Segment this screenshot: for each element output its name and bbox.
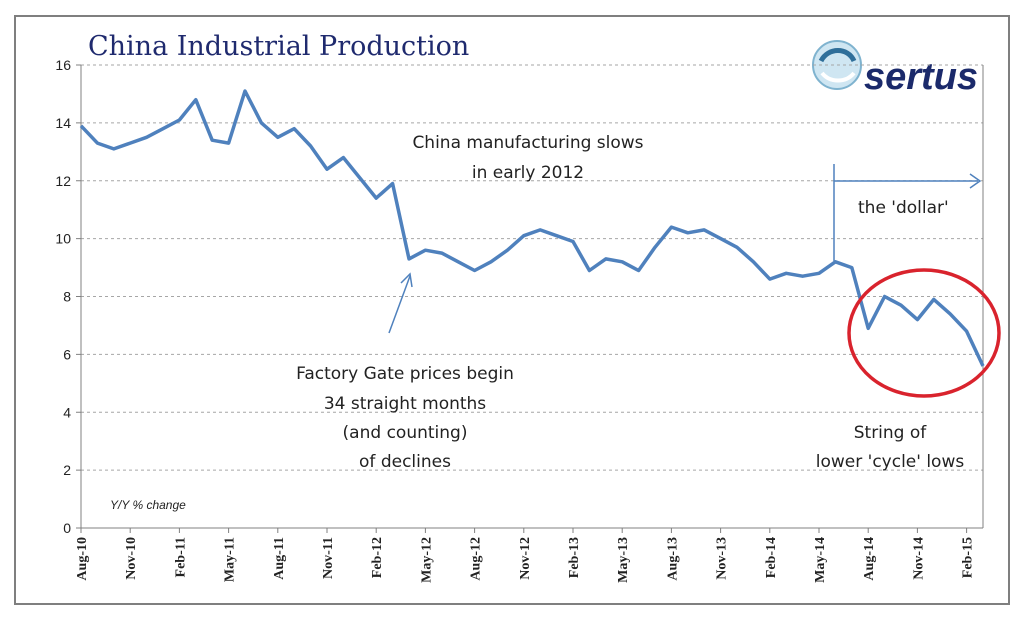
y-tick-label: 10 <box>55 231 71 247</box>
x-tick-label: Aug-12 <box>469 537 484 581</box>
x-tick-label: May-11 <box>223 537 238 582</box>
y-axis-ticks: 0 2 4 6 8 10 12 14 16 <box>55 57 81 536</box>
annotation-line: in early 2012 <box>472 163 584 183</box>
series-line <box>79 89 985 367</box>
y-tick-label: 0 <box>63 520 71 536</box>
gridlines <box>81 64 983 471</box>
swoosh-icon <box>818 48 857 63</box>
x-tick-label: Nov-13 <box>715 537 730 580</box>
x-tick-label: Nov-11 <box>321 537 336 579</box>
arrowhead-icon <box>969 173 982 189</box>
x-tick-label: Aug-11 <box>272 537 287 580</box>
x-tick-label: Nov-12 <box>518 537 533 580</box>
annotation-line: China manufacturing slows <box>412 133 643 153</box>
y-unit-label: Y/Y % change <box>110 498 186 512</box>
annotation-line: String of <box>854 423 928 443</box>
x-tick-label: Feb-11 <box>173 537 188 577</box>
x-tick-label: Aug-13 <box>665 537 680 581</box>
annotation-line: of declines <box>359 452 451 472</box>
annotation-line: lower 'cycle' lows <box>816 452 965 472</box>
line-chart: China Industrial Production sertus 0 2 4 6 8… <box>55 31 1001 583</box>
x-tick-label: Nov-14 <box>911 537 926 580</box>
annotation-line: Factory Gate prices begin <box>296 364 514 384</box>
x-axis-ticks: Aug-10 Nov-10 Feb-11 May-11 Aug-11 Nov-11 Feb-… <box>75 528 976 583</box>
chart-frame: China Industrial Production sertus 0 2 4 6 8… <box>14 15 1010 605</box>
annotation-string-of-lows: String of lower 'cycle' lows <box>816 423 965 472</box>
x-tick-label: May-14 <box>813 537 828 583</box>
x-tick-label: Aug-10 <box>75 537 90 581</box>
factory-gate-arrow <box>388 275 411 334</box>
y-tick-label: 14 <box>55 115 71 131</box>
x-tick-label: Aug-14 <box>862 537 877 581</box>
arrowhead-icon <box>400 272 413 288</box>
sertus-logo: sertus <box>812 40 978 98</box>
y-tick-label: 12 <box>55 173 71 189</box>
logo-text: sertus <box>864 56 978 98</box>
annotation-factory-gate: Factory Gate prices begin 34 straight mo… <box>296 272 514 472</box>
y-tick-label: 6 <box>63 346 71 362</box>
y-tick-label: 4 <box>63 404 71 420</box>
x-tick-label: Feb-15 <box>961 537 976 578</box>
x-tick-label: May-12 <box>419 537 434 583</box>
annotation-line: (and counting) <box>343 423 468 443</box>
annotation-line: 34 straight months <box>324 394 486 414</box>
annotation-dollar: the 'dollar' <box>833 164 982 261</box>
x-tick-label: May-13 <box>616 537 631 583</box>
x-tick-label: Feb-14 <box>764 537 779 578</box>
annotation-dollar-text: the 'dollar' <box>858 198 949 218</box>
x-tick-label: Feb-12 <box>370 537 385 578</box>
x-tick-label: Nov-10 <box>124 537 139 580</box>
y-tick-label: 8 <box>63 289 71 305</box>
chart-title: China Industrial Production <box>88 31 469 62</box>
highlight-circle <box>847 268 1001 398</box>
y-tick-label: 16 <box>55 57 71 73</box>
annotation-manufacturing: China manufacturing slows in early 2012 <box>412 133 643 183</box>
y-tick-label: 2 <box>63 462 71 478</box>
x-tick-label: Feb-13 <box>567 537 582 578</box>
